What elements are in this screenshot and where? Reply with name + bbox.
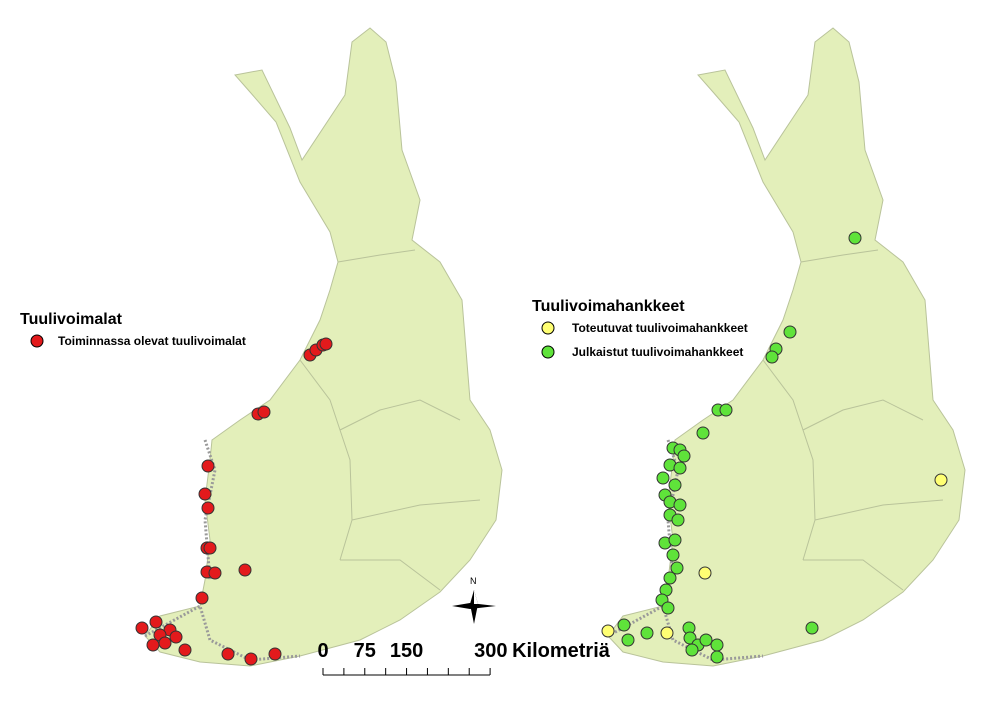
site-dot xyxy=(617,618,631,632)
site-dot xyxy=(257,405,271,419)
site-dot xyxy=(663,571,677,585)
site-dot xyxy=(656,471,670,485)
site-dot xyxy=(685,643,699,657)
site-dot xyxy=(149,615,163,629)
north-label: N xyxy=(470,576,477,586)
site-dot xyxy=(696,426,710,440)
site-dot xyxy=(699,633,713,647)
north-arrow: N xyxy=(452,576,496,624)
scale-unit: Kilometriä xyxy=(512,640,611,662)
site-dot xyxy=(238,563,252,577)
site-dot xyxy=(178,643,192,657)
site-dot xyxy=(668,478,682,492)
site-dot xyxy=(710,638,724,652)
legend-swatch xyxy=(541,345,555,359)
site-dot xyxy=(660,626,674,640)
site-dot xyxy=(203,541,217,555)
legend-title: Tuulivoimahankkeet xyxy=(532,298,685,315)
site-dot xyxy=(201,501,215,515)
site-dot xyxy=(158,636,172,650)
site-dot xyxy=(677,449,691,463)
site-dot xyxy=(601,624,615,638)
legend-label: Toteutuvat tuulivoimahankkeet xyxy=(572,321,748,335)
site-dot xyxy=(710,650,724,664)
site-dot xyxy=(848,231,862,245)
site-dot xyxy=(666,548,680,562)
legend-swatch xyxy=(30,334,44,348)
site-dot xyxy=(719,403,733,417)
site-dot xyxy=(135,621,149,635)
site-dot xyxy=(934,473,948,487)
site-dot xyxy=(661,601,675,615)
site-dot xyxy=(783,325,797,339)
site-dot xyxy=(640,626,654,640)
legend-label: Toiminnassa olevat tuulivoimalat xyxy=(58,334,246,348)
site-dot xyxy=(169,630,183,644)
site-dot xyxy=(805,621,819,635)
site-dot xyxy=(698,566,712,580)
site-dot xyxy=(673,461,687,475)
site-dot xyxy=(673,498,687,512)
scale-bar: 0 75 150 300 Kilometriä xyxy=(317,640,611,676)
site-dot xyxy=(198,487,212,501)
site-dot xyxy=(201,459,215,473)
site-dot xyxy=(670,561,684,575)
scale-label: 300 xyxy=(474,640,507,662)
site-dot xyxy=(319,337,333,351)
scale-label: 75 xyxy=(354,640,376,662)
site-dot xyxy=(268,647,282,661)
legend-title: Tuulivoimalat xyxy=(20,311,123,328)
site-dot xyxy=(146,638,160,652)
site-dot xyxy=(195,591,209,605)
legend-label: Julkaistut tuulivoimahankkeet xyxy=(572,345,743,359)
scale-label: 150 xyxy=(390,640,423,662)
site-dot xyxy=(765,350,779,364)
site-dot xyxy=(208,566,222,580)
site-dot xyxy=(244,652,258,666)
site-dot xyxy=(668,533,682,547)
site-dot xyxy=(671,513,685,527)
site-dot xyxy=(621,633,635,647)
site-dot xyxy=(221,647,235,661)
scale-label: 0 xyxy=(317,640,328,662)
legend-swatch xyxy=(541,321,555,335)
